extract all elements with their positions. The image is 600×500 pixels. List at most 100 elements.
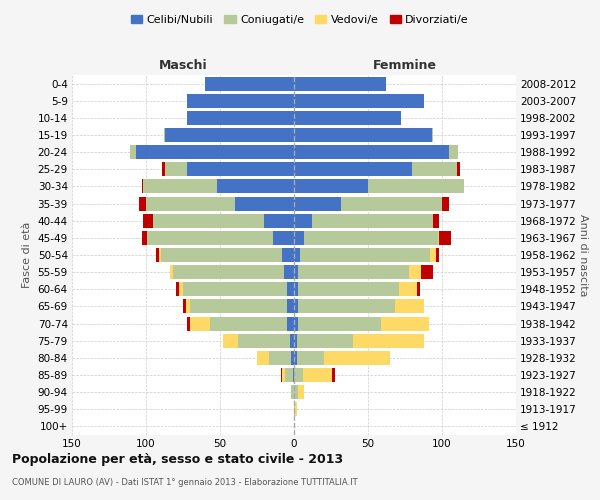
Bar [430, 248, 436, 262]
Legend: Celibi/Nubili, Coniugati/e, Vedovi/e, Divorziati/e: Celibi/Nubili, Coniugati/e, Vedovi/e, Di… [127, 10, 473, 29]
Bar [136, 145, 294, 159]
Bar [287, 316, 294, 330]
Bar [291, 385, 294, 399]
Bar [294, 94, 424, 108]
Bar [143, 214, 154, 228]
Bar [298, 282, 399, 296]
Y-axis label: Fasce di età: Fasce di età [22, 222, 32, 288]
Bar [165, 162, 187, 176]
Bar [433, 214, 439, 228]
Bar [294, 162, 412, 176]
Bar [179, 282, 183, 296]
Bar [437, 231, 439, 245]
Bar [143, 180, 217, 194]
Bar [294, 145, 449, 159]
Text: Popolazione per età, sesso e stato civile - 2013: Popolazione per età, sesso e stato civil… [12, 452, 343, 466]
Bar [353, 334, 424, 347]
Bar [287, 282, 294, 296]
Bar [157, 248, 160, 262]
Bar [294, 111, 401, 125]
Bar [294, 265, 298, 279]
Text: COMUNE DI LAURO (AV) - Dati ISTAT 1° gennaio 2013 - Elaborazione TUTTITALIA.IT: COMUNE DI LAURO (AV) - Dati ISTAT 1° gen… [12, 478, 358, 487]
Bar [154, 214, 265, 228]
Bar [164, 128, 165, 142]
Bar [162, 162, 165, 176]
Bar [205, 76, 294, 90]
Y-axis label: Anni di nascita: Anni di nascita [578, 214, 588, 296]
Bar [209, 316, 287, 330]
Bar [282, 368, 285, 382]
Bar [341, 196, 442, 210]
Bar [223, 334, 238, 347]
Bar [298, 316, 382, 330]
Bar [295, 402, 297, 416]
Bar [217, 180, 294, 194]
Bar [187, 316, 190, 330]
Bar [294, 316, 298, 330]
Text: Femmine: Femmine [373, 58, 437, 71]
Bar [412, 162, 457, 176]
Text: Maschi: Maschi [158, 58, 208, 71]
Bar [187, 94, 294, 108]
Bar [421, 265, 433, 279]
Bar [160, 248, 161, 262]
Bar [294, 76, 386, 90]
Bar [382, 316, 428, 330]
Bar [235, 196, 294, 210]
Bar [273, 231, 294, 245]
Bar [176, 282, 179, 296]
Bar [294, 180, 368, 194]
Bar [431, 128, 433, 142]
Bar [284, 265, 294, 279]
Bar [294, 248, 300, 262]
Bar [187, 111, 294, 125]
Bar [436, 248, 439, 262]
Bar [173, 265, 284, 279]
Bar [291, 351, 294, 365]
Bar [294, 196, 341, 210]
Bar [294, 351, 297, 365]
Bar [442, 196, 449, 210]
Bar [417, 282, 420, 296]
Bar [368, 180, 464, 194]
Bar [294, 402, 295, 416]
Bar [439, 231, 451, 245]
Bar [170, 265, 173, 279]
Bar [183, 282, 287, 296]
Bar [449, 145, 458, 159]
Bar [290, 334, 294, 347]
Bar [238, 334, 290, 347]
Bar [183, 300, 186, 314]
Bar [130, 145, 136, 159]
Bar [294, 300, 298, 314]
Bar [395, 300, 424, 314]
Bar [287, 300, 294, 314]
Bar [298, 385, 304, 399]
Bar [303, 368, 332, 382]
Bar [139, 196, 146, 210]
Bar [281, 368, 282, 382]
Bar [142, 180, 143, 194]
Bar [257, 351, 269, 365]
Bar [300, 248, 430, 262]
Bar [285, 368, 293, 382]
Bar [323, 351, 390, 365]
Bar [190, 316, 209, 330]
Bar [304, 231, 437, 245]
Bar [332, 368, 335, 382]
Bar [294, 385, 298, 399]
Bar [148, 231, 273, 245]
Bar [293, 368, 294, 382]
Bar [294, 368, 303, 382]
Bar [269, 351, 291, 365]
Bar [161, 248, 282, 262]
Bar [265, 214, 294, 228]
Bar [146, 196, 235, 210]
Bar [294, 128, 431, 142]
Bar [297, 334, 353, 347]
Bar [165, 128, 294, 142]
Bar [297, 351, 323, 365]
Bar [457, 162, 460, 176]
Bar [294, 282, 298, 296]
Bar [399, 282, 417, 296]
